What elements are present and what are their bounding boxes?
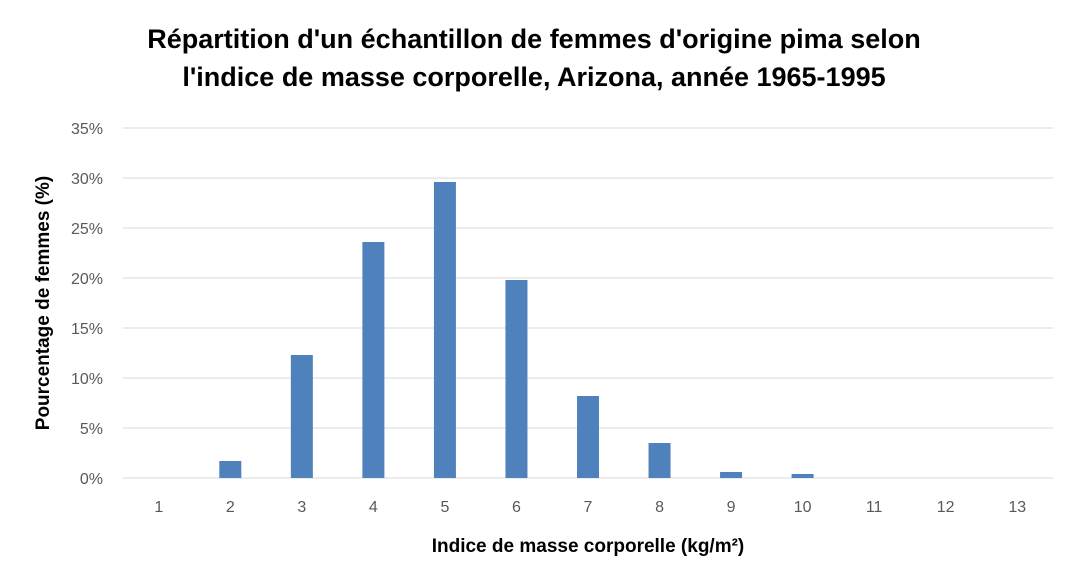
chart-title-line-1: Répartition d'un échantillon de femmes d…	[147, 24, 921, 54]
chart-title-line-2: l'indice de masse corporelle, Arizona, a…	[182, 62, 886, 92]
x-tick-label: 8	[655, 499, 664, 516]
x-tick-label: 1	[154, 499, 163, 516]
bar-10	[791, 474, 814, 478]
y-tick-label: 5%	[80, 421, 103, 438]
bar-8	[648, 443, 671, 478]
gridlines	[123, 127, 1053, 479]
bar-6	[505, 280, 528, 478]
bars	[219, 182, 814, 478]
x-tick-label: 2	[226, 499, 235, 516]
bar-7	[577, 396, 599, 478]
bar-4	[362, 242, 385, 478]
y-tick-label: 35%	[71, 121, 103, 138]
x-tick-label: 9	[727, 499, 736, 516]
bar-9	[720, 472, 743, 478]
x-tick-label: 10	[794, 499, 812, 516]
bar-3	[290, 355, 313, 478]
y-tick-label: 20%	[71, 271, 103, 288]
y-tick-label: 25%	[71, 221, 103, 238]
y-tick-label: 0%	[80, 471, 103, 488]
x-tick-label: 13	[1008, 499, 1026, 516]
bar-2	[219, 461, 242, 478]
y-tick-labels: 0% 5% 10% 15% 20% 25% 30% 35%	[71, 121, 103, 488]
x-tick-label: 12	[937, 499, 955, 516]
x-tick-label: 3	[297, 499, 306, 516]
y-tick-label: 10%	[71, 371, 103, 388]
y-axis-title: Pourcentage de femmes (%)	[33, 176, 54, 430]
x-axis-title: Indice de masse corporelle (kg/m²)	[432, 536, 745, 557]
x-tick-label: 5	[440, 499, 449, 516]
y-tick-label: 30%	[71, 171, 103, 188]
x-tick-label: 4	[369, 499, 378, 516]
bar-5	[433, 182, 456, 478]
chart-title: Répartition d'un échantillon de femmes d…	[0, 20, 1068, 96]
x-tick-label: 7	[584, 499, 593, 516]
x-tick-labels: 1 2 3 4 5 6 7 8 9 10 11 12 13	[154, 499, 1026, 516]
y-tick-label: 15%	[71, 321, 103, 338]
x-tick-label: 6	[512, 499, 521, 516]
x-tick-label: 11	[866, 499, 883, 516]
